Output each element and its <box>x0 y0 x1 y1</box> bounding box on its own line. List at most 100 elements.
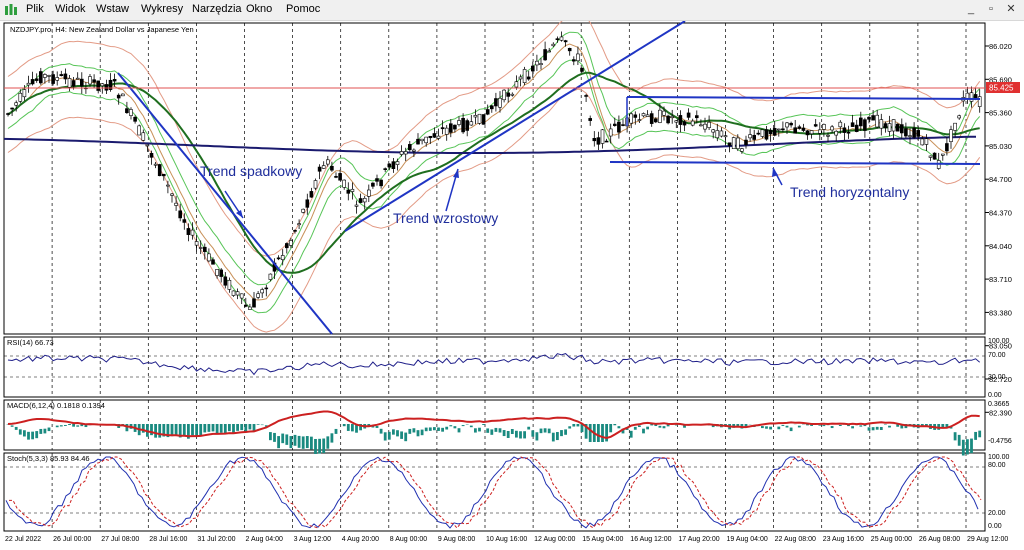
macd-histogram-bar <box>572 424 575 427</box>
candle-bull <box>261 290 264 293</box>
menu-help[interactable]: Pomoc <box>286 3 320 15</box>
candle-bear <box>224 277 227 285</box>
macd-histogram-bar <box>777 427 780 430</box>
stoch-panel[interactable] <box>4 453 985 531</box>
current-price-value: 85.425 <box>989 84 1014 93</box>
candle-bear <box>203 247 206 251</box>
macd-histogram-bar <box>839 425 842 426</box>
chart-window: Trend spadkowy Trend wzrostowy Trend hor… <box>0 21 1024 545</box>
chart-canvas[interactable]: Trend spadkowy Trend wzrostowy Trend hor… <box>0 21 1024 545</box>
candle-bull <box>298 224 301 225</box>
macd-histogram-bar <box>249 424 252 429</box>
candle-bear <box>359 199 362 203</box>
candle-bull <box>421 139 424 141</box>
candle-bull <box>818 130 821 133</box>
candle-bear <box>945 144 948 151</box>
macd-histogram-bar <box>154 424 157 438</box>
price-tick-label: 82.390 <box>989 408 1012 417</box>
candle-bear <box>294 230 297 231</box>
macd-histogram-bar <box>228 424 231 431</box>
macd-histogram-bar <box>519 431 522 438</box>
candle-bear <box>490 106 493 109</box>
candle-bear <box>687 113 690 117</box>
macd-histogram-bar <box>290 436 293 448</box>
macd-histogram-bar <box>527 427 530 430</box>
rsi-panel[interactable] <box>4 337 985 397</box>
price-tick-label: 85.360 <box>989 109 1012 118</box>
candle-bull <box>954 123 957 130</box>
macd-histogram-bar <box>39 429 42 434</box>
macd-histogram-bar <box>318 439 321 454</box>
candle-bear <box>285 243 288 247</box>
macd-tick-high: 0.3665 <box>988 401 1010 408</box>
candle-bull <box>519 77 522 79</box>
candle-bear <box>605 141 608 142</box>
macd-histogram-bar <box>552 433 555 442</box>
macd-histogram-bar <box>195 424 198 436</box>
time-tick-label: 10 Aug 16:00 <box>486 536 527 543</box>
candle-bear <box>371 183 374 186</box>
candle-bull <box>880 120 883 129</box>
candle-bull <box>499 98 502 107</box>
candle-bear <box>31 79 34 84</box>
time-tick-label: 4 Aug 20:00 <box>342 536 379 543</box>
candle-bear <box>617 122 620 132</box>
macd-histogram-bar <box>618 426 621 428</box>
macd-histogram-bar <box>486 428 489 432</box>
menu-tools[interactable]: Narzędzia <box>192 3 242 15</box>
macd-histogram-bar <box>191 424 194 435</box>
candle-bear <box>380 180 383 186</box>
macd-histogram-bar <box>589 424 592 442</box>
candle-bear <box>814 124 817 126</box>
candle-bull <box>68 78 71 87</box>
candle-bear <box>408 144 411 149</box>
candle-bull <box>929 156 932 157</box>
main-chart-panel[interactable] <box>4 23 985 334</box>
candle-bull <box>675 121 678 122</box>
minimize-button[interactable]: _ <box>962 2 980 17</box>
macd-histogram-bar <box>597 424 600 442</box>
macd-histogram-bar <box>634 427 637 430</box>
macd-histogram-bar <box>613 424 616 425</box>
candle-bear <box>11 108 14 109</box>
time-tick-label: 8 Aug 00:00 <box>390 536 427 543</box>
macd-histogram-bar <box>72 424 75 427</box>
macd-histogram-bar <box>499 428 502 432</box>
candle-bull <box>89 77 92 84</box>
macd-histogram-bar <box>536 432 539 440</box>
candle-bear <box>917 130 920 136</box>
macd-histogram-bar <box>380 429 383 434</box>
macd-histogram-bar <box>240 424 243 430</box>
menu-bar: Plik Widok Wstaw Wykresy Narzędzia Okno … <box>0 0 1024 21</box>
candle-bear <box>544 50 547 60</box>
menu-window[interactable]: Okno <box>246 3 272 15</box>
candle-bull <box>970 93 973 102</box>
menu-charts[interactable]: Wykresy <box>141 3 183 15</box>
candle-bear <box>679 115 682 124</box>
menu-view[interactable]: Widok <box>55 3 86 15</box>
candle-bull <box>15 103 18 106</box>
candle-bull <box>302 209 305 212</box>
stoch-tick-20: 20.00 <box>988 510 1006 517</box>
price-tick-label: 83.380 <box>989 308 1012 317</box>
macd-histogram-bar <box>408 429 411 434</box>
candle-bull <box>535 61 538 65</box>
menu-insert[interactable]: Wstaw <box>96 3 129 15</box>
candle-bull <box>736 138 739 149</box>
candle-bear <box>781 129 784 130</box>
candle-bear <box>531 66 534 71</box>
macd-histogram-bar <box>445 427 448 430</box>
macd-histogram-bar <box>35 431 38 438</box>
candle-bull <box>699 125 702 126</box>
candle-bear <box>318 167 321 171</box>
candle-bear <box>851 123 854 127</box>
candle-bull <box>958 116 961 118</box>
candle-bull <box>437 136 440 138</box>
macd-histogram-bar <box>343 424 346 426</box>
menu-file[interactable]: Plik <box>26 3 44 15</box>
rsi-label: RSI(14) 66.73 <box>7 338 54 347</box>
restore-button[interactable]: ▫ <box>982 2 1000 17</box>
macd-histogram-bar <box>642 429 645 434</box>
macd-histogram-bar <box>68 424 71 425</box>
close-button[interactable]: ✕ <box>1002 2 1020 17</box>
